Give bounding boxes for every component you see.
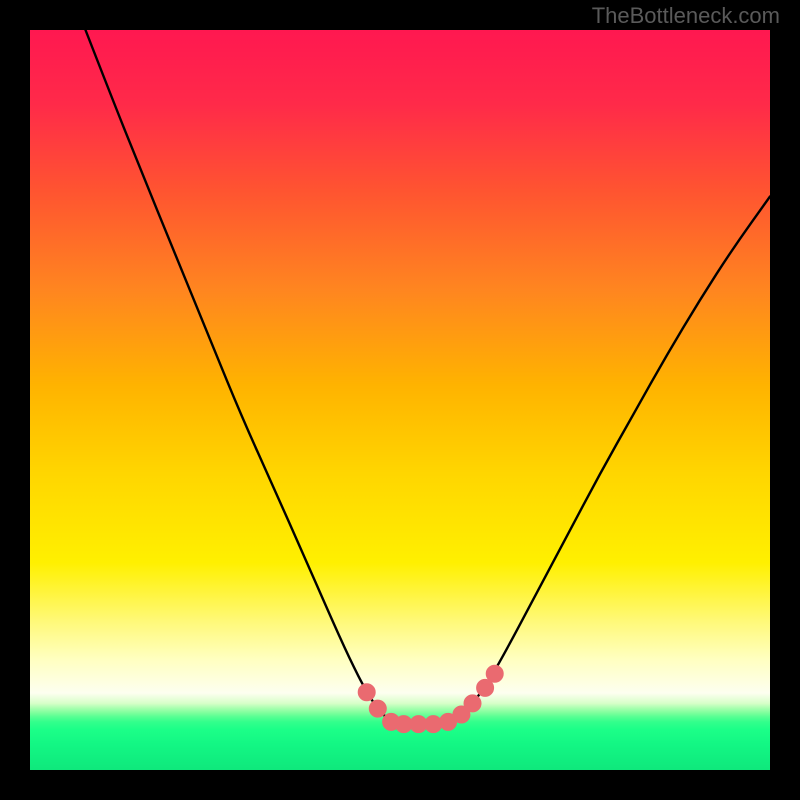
chart-frame: TheBottleneck.com: [0, 0, 800, 800]
data-marker: [464, 695, 481, 712]
watermark-text: TheBottleneck.com: [592, 3, 780, 29]
marker-group: [358, 665, 503, 732]
data-marker: [425, 716, 442, 733]
data-marker: [369, 700, 386, 717]
data-marker: [358, 684, 375, 701]
chart-overlay: [0, 0, 800, 800]
bottleneck-curve: [86, 30, 771, 724]
data-marker: [486, 665, 503, 682]
